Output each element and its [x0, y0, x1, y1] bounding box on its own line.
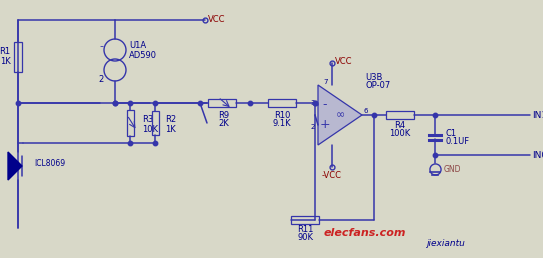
- Text: AD590: AD590: [129, 51, 157, 60]
- Text: R9: R9: [218, 111, 230, 120]
- Text: elecfans.com: elecfans.com: [324, 228, 406, 238]
- Text: ICL8069: ICL8069: [34, 159, 65, 168]
- Text: VCC: VCC: [335, 58, 352, 67]
- Text: ∞: ∞: [336, 110, 345, 120]
- Text: OP-07: OP-07: [365, 80, 390, 90]
- Bar: [14, 42, 22, 72]
- Text: jiexiantu: jiexiantu: [426, 239, 464, 248]
- Text: 9.1K: 9.1K: [273, 118, 291, 127]
- Text: R11: R11: [297, 225, 313, 235]
- Text: U3B: U3B: [365, 72, 382, 82]
- Bar: [127, 110, 134, 136]
- Text: 1K: 1K: [0, 58, 10, 67]
- Text: C1: C1: [446, 128, 457, 138]
- Text: +: +: [320, 118, 330, 132]
- Bar: [291, 216, 319, 224]
- Text: VCC: VCC: [208, 14, 225, 23]
- Text: 2: 2: [311, 124, 315, 130]
- Text: R2: R2: [165, 116, 176, 125]
- Text: 6: 6: [364, 108, 369, 114]
- Text: 0.1UF: 0.1UF: [446, 138, 470, 147]
- Bar: [386, 111, 414, 119]
- Text: 2: 2: [98, 75, 104, 84]
- Text: 90K: 90K: [297, 233, 313, 243]
- Polygon shape: [318, 85, 362, 145]
- Text: -: -: [99, 41, 103, 51]
- Bar: [268, 99, 296, 107]
- Bar: [208, 99, 236, 107]
- Text: 3: 3: [311, 100, 315, 106]
- Text: IN1: IN1: [532, 110, 543, 119]
- Text: 10K: 10K: [142, 125, 158, 133]
- Text: GND: GND: [444, 165, 462, 173]
- Text: U1A: U1A: [129, 42, 146, 51]
- Bar: [151, 111, 159, 135]
- Text: R1: R1: [0, 47, 10, 57]
- Text: R3: R3: [142, 116, 153, 125]
- Text: R10: R10: [274, 110, 290, 119]
- Text: R4: R4: [394, 122, 406, 131]
- Text: IN0: IN0: [532, 150, 543, 159]
- Polygon shape: [8, 152, 22, 180]
- Text: 1K: 1K: [165, 125, 176, 133]
- Text: 100K: 100K: [389, 130, 411, 139]
- Text: -: -: [323, 99, 327, 111]
- Text: 7: 7: [324, 79, 328, 85]
- Text: 2K: 2K: [219, 119, 229, 128]
- Text: -VCC: -VCC: [322, 171, 342, 180]
